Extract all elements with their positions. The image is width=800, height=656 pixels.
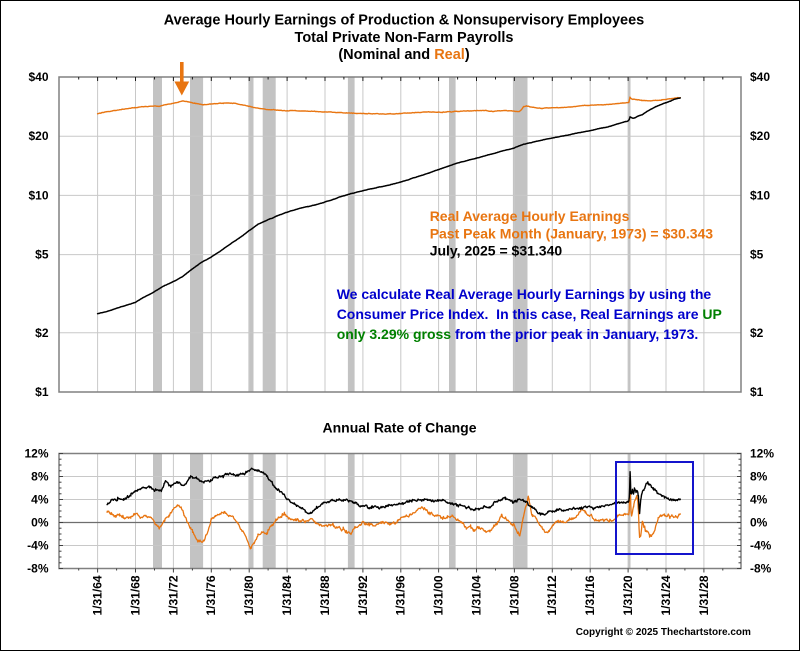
- svg-text:only 3.29% gross from the prio: only 3.29% gross from the prior peak in …: [337, 326, 699, 342]
- svg-text:0%: 0%: [31, 515, 49, 529]
- svg-text:1/31/92: 1/31/92: [356, 575, 370, 615]
- svg-text:1/31/84: 1/31/84: [280, 575, 294, 615]
- svg-text:1/31/68: 1/31/68: [128, 575, 142, 615]
- svg-text:$1: $1: [35, 385, 49, 399]
- svg-text:$2: $2: [750, 326, 764, 340]
- svg-text:$40: $40: [750, 70, 770, 84]
- svg-text:Real Average Hourly Earnings: Real Average Hourly Earnings: [430, 208, 630, 224]
- svg-text:0%: 0%: [750, 515, 768, 529]
- svg-text:1/31/04: 1/31/04: [469, 575, 483, 615]
- svg-text:$10: $10: [28, 188, 48, 202]
- svg-text:-8%: -8%: [750, 561, 772, 575]
- svg-text:1/31/24: 1/31/24: [659, 575, 673, 615]
- svg-text:Past Peak Month (January, 1973: Past Peak Month (January, 1973) = $30.34…: [430, 225, 714, 241]
- svg-text:1/31/64: 1/31/64: [91, 575, 105, 615]
- svg-text:$2: $2: [35, 326, 49, 340]
- svg-text:We calculate Real Average Hour: We calculate Real Average Hourly Earning…: [337, 286, 712, 302]
- svg-text:4%: 4%: [750, 492, 768, 506]
- svg-text:1/31/76: 1/31/76: [204, 575, 218, 615]
- svg-text:$40: $40: [28, 70, 48, 84]
- svg-text:8%: 8%: [750, 469, 768, 483]
- svg-text:$20: $20: [750, 129, 770, 143]
- svg-text:-4%: -4%: [750, 538, 772, 552]
- svg-text:1/31/08: 1/31/08: [507, 575, 521, 615]
- svg-text:Total Private Non-Farm Payroll: Total Private Non-Farm Payrolls: [295, 30, 514, 46]
- svg-text:1/31/20: 1/31/20: [621, 575, 635, 615]
- svg-text:1/31/16: 1/31/16: [583, 575, 597, 615]
- svg-text:Copyright © 2025 Thechartstore: Copyright © 2025 Thechartstore.com: [576, 627, 751, 638]
- svg-text:$10: $10: [750, 188, 770, 202]
- svg-text:July, 2025 = $31.340: July, 2025 = $31.340: [430, 243, 563, 259]
- svg-text:1/31/72: 1/31/72: [166, 575, 180, 615]
- svg-text:-4%: -4%: [27, 538, 49, 552]
- svg-text:Annual Rate of Change: Annual Rate of Change: [322, 420, 476, 436]
- svg-text:$5: $5: [750, 248, 764, 262]
- svg-text:4%: 4%: [31, 492, 49, 506]
- svg-text:(Nominal and Real): (Nominal and Real): [338, 47, 470, 63]
- svg-text:$1: $1: [750, 385, 764, 399]
- svg-text:$20: $20: [28, 129, 48, 143]
- svg-text:-8%: -8%: [27, 561, 49, 575]
- svg-text:Average Hourly Earnings of Pro: Average Hourly Earnings of Production & …: [164, 13, 645, 29]
- svg-text:Consumer Price Index. In this: Consumer Price Index. In this case, Real…: [337, 306, 722, 322]
- svg-text:1/31/12: 1/31/12: [545, 575, 559, 615]
- svg-text:8%: 8%: [31, 469, 49, 483]
- svg-text:1/31/96: 1/31/96: [394, 575, 408, 615]
- svg-text:12%: 12%: [750, 446, 774, 460]
- svg-text:12%: 12%: [24, 446, 48, 460]
- svg-text:$5: $5: [35, 248, 49, 262]
- svg-text:1/31/28: 1/31/28: [697, 575, 711, 615]
- svg-text:1/31/00: 1/31/00: [432, 575, 446, 615]
- svg-text:1/31/88: 1/31/88: [318, 575, 332, 615]
- svg-text:1/31/80: 1/31/80: [242, 575, 256, 615]
